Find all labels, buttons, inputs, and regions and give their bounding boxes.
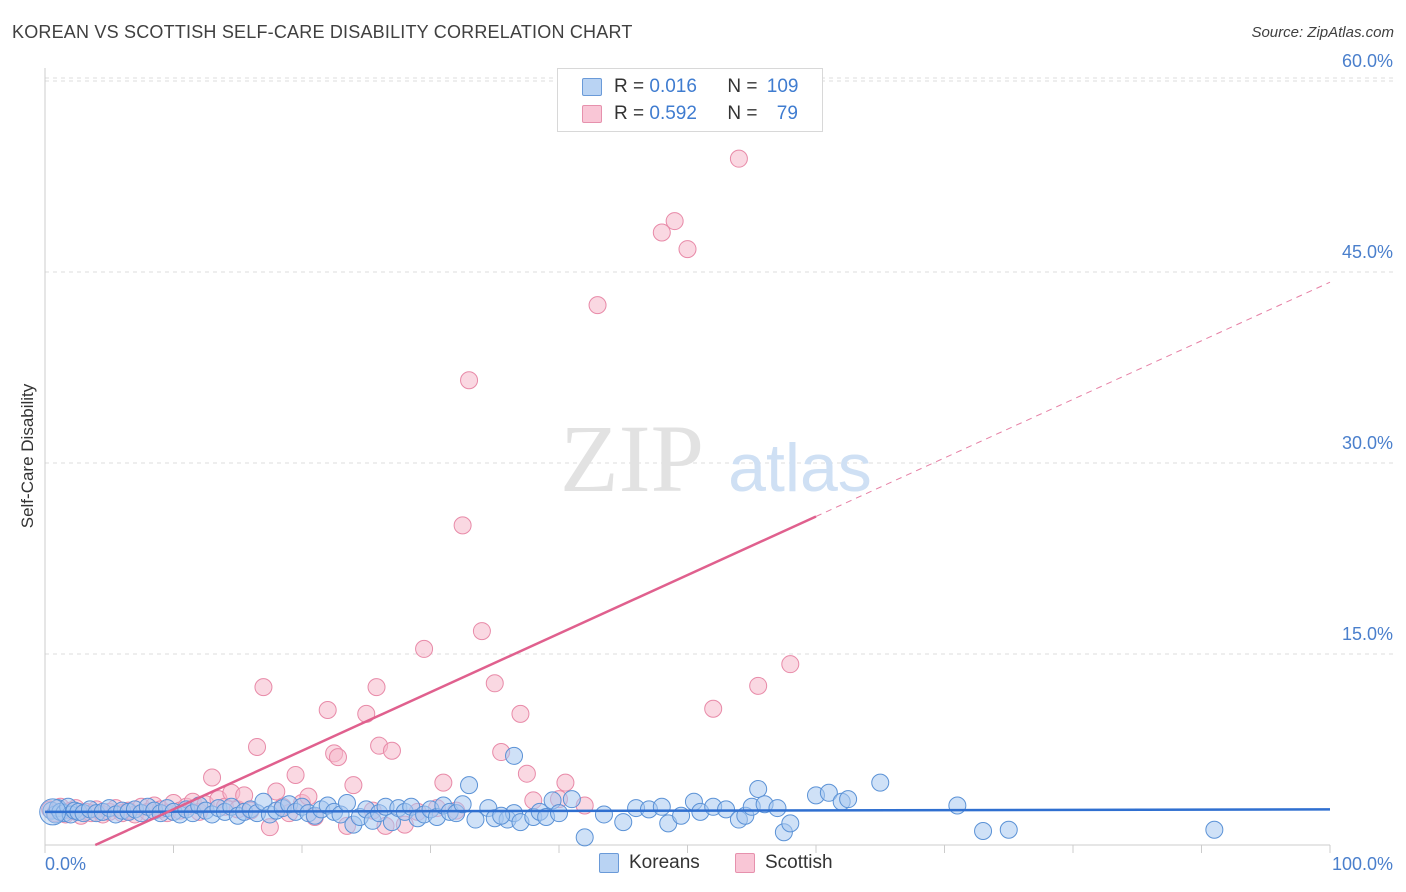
gridlines [45, 77, 1395, 655]
scottish-point [652, 223, 671, 242]
scottish-point [704, 699, 723, 718]
korean-point [453, 795, 472, 814]
scottish-point [248, 737, 267, 756]
scottish-point [203, 768, 222, 787]
legend-r-label: R = [614, 103, 650, 124]
scottish-swatch [582, 105, 602, 123]
korean-point [819, 783, 838, 802]
scottish-point [781, 655, 800, 674]
scottish-point [729, 149, 748, 168]
scottish-point [556, 773, 575, 792]
legend-item-scottish[interactable]: Scottish [735, 852, 833, 874]
scottish-point [472, 622, 491, 641]
tick-labels: 15.0% 30.0% 45.0% 60.0% 0.0% 100.0% Self-Care … [18, 51, 1393, 874]
trend-lines [44, 281, 1331, 847]
korean-point [550, 804, 568, 823]
y-tick-label: 15.0% [1342, 624, 1393, 644]
scottish-point [254, 678, 273, 697]
legend-r-value: 0.592 [649, 103, 697, 124]
y-tick-label: 60.0% [1342, 51, 1393, 71]
scottish-point [344, 776, 363, 795]
korean-swatch [582, 78, 602, 96]
scottish-point [517, 764, 536, 783]
legend-row-scottish: R = 0.592 N = 79 [582, 102, 798, 126]
legend-n-value: 109 [766, 76, 799, 97]
korean-point [505, 746, 524, 765]
korean-point [594, 805, 613, 824]
legend-n-value: 79 [776, 103, 798, 124]
korean-point [460, 776, 479, 795]
scottish-point [678, 240, 697, 259]
scottish-point [485, 674, 504, 693]
legend-n-label: N = [727, 76, 763, 97]
source-label: Source: ZipAtlas.com [1251, 24, 1394, 41]
legend-r-value: 0.016 [649, 76, 697, 97]
korean-point [781, 814, 800, 833]
legend-row-koreans: R = 0.016 N = 109 [582, 75, 798, 99]
y-tick-label: 45.0% [1342, 242, 1393, 262]
scottish-trend-extension [815, 281, 1331, 517]
scottish-swatch [735, 853, 755, 873]
watermark: ZIP atlas [560, 405, 872, 512]
scottish-point [267, 782, 286, 801]
legend-scottish-label: Scottish [765, 852, 833, 873]
y-tick-label: 30.0% [1342, 433, 1393, 453]
scottish-point [382, 741, 401, 760]
chart-title: KOREAN VS SCOTTISH SELF-CARE DISABILITY … [12, 22, 633, 42]
scottish-point [415, 639, 434, 658]
korean-point [1205, 820, 1224, 839]
korean-point [974, 821, 993, 840]
korean-point [749, 779, 768, 798]
axes [44, 68, 1331, 853]
korean-point [948, 796, 967, 815]
scottish-point [460, 371, 479, 390]
scottish-point [749, 676, 768, 695]
korean-point [871, 773, 890, 792]
stats-legend: R = 0.016 N = 109 R = 0.592 N = 79 [557, 68, 823, 132]
korean-swatch [599, 853, 619, 873]
legend-koreans-label: Koreans [629, 852, 700, 873]
legend-n-label: N = [727, 103, 763, 124]
korean-point [652, 797, 671, 816]
korean-point [839, 790, 858, 809]
scottish-point [318, 701, 337, 720]
korean-point [768, 799, 787, 818]
scottish-point [434, 773, 453, 792]
y-axis-title: Self-Care Disability [18, 383, 37, 528]
watermark-zip: ZIP [560, 405, 704, 512]
korean-point [999, 820, 1018, 839]
watermark-atlas: atlas [728, 430, 872, 506]
scottish-point [367, 678, 386, 697]
korean-point [562, 790, 581, 809]
x-tick-label: 100.0% [1332, 854, 1393, 874]
legend-item-koreans[interactable]: Koreans [599, 852, 700, 874]
scottish-point [286, 765, 305, 784]
scottish-point [588, 296, 607, 315]
series-legend: Koreans Scottish [0, 852, 1406, 876]
scottish-point [665, 212, 684, 231]
legend-r-label: R = [614, 76, 650, 97]
scottish-point [511, 704, 530, 723]
scottish-point [328, 748, 347, 767]
korean-point [337, 793, 356, 812]
scottish-point [453, 516, 472, 535]
korean-trend-line [44, 808, 1331, 814]
scottish-trend-line [94, 515, 817, 847]
korean-point [614, 813, 633, 832]
korean-point [575, 828, 594, 847]
x-tick-label: 0.0% [45, 854, 86, 874]
